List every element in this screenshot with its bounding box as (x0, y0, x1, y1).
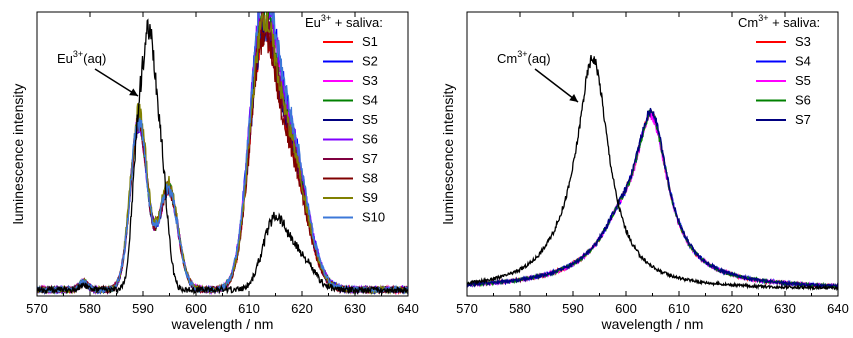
x-tick-label: 640 (397, 301, 419, 316)
x-tick-label: 580 (509, 301, 531, 316)
annotation-arrow-head (129, 88, 138, 96)
annotation-arrow-line (534, 68, 579, 103)
series-s6-line (467, 108, 838, 289)
x-tick-label: 620 (291, 301, 313, 316)
x-tick-label: 570 (26, 301, 48, 316)
series-s10-line (37, 12, 408, 295)
legend-label-s6: S6 (362, 132, 378, 147)
x-tick-label: 600 (185, 301, 207, 316)
legend-title: Cm3+ + saliva: (738, 13, 820, 30)
cm-panel: 570 580 590 600 610 620 630 640 wavelength / nm l… (440, 11, 849, 332)
legend-label-s10: S10 (362, 210, 385, 225)
series-aq-line (467, 55, 838, 292)
series-s4-line (37, 12, 408, 296)
legend-label-s2: S2 (362, 54, 378, 69)
annotation-label: Cm3+(aq) (497, 49, 551, 66)
series-s5-line (467, 110, 838, 289)
legend-label-s4: S4 (795, 54, 811, 69)
legend-label-s6: S6 (795, 93, 811, 108)
series-group (467, 55, 838, 292)
series-aq-line (37, 18, 408, 296)
legend-label-s1: S1 (362, 34, 378, 49)
y-axis-label: luminescence intensity (10, 84, 26, 225)
series-s9-line (37, 12, 408, 295)
series-s3-line (37, 12, 408, 296)
x-tick-label: 610 (668, 301, 690, 316)
series-s7-line (467, 107, 838, 290)
annotation-label: Eu3+(aq) (57, 49, 106, 66)
series-s6-line (37, 12, 408, 296)
legend-label-s7: S7 (362, 151, 378, 166)
x-tick-label: 580 (79, 301, 101, 316)
x-tick-label: 570 (456, 301, 478, 316)
legend-label-s3: S3 (362, 73, 378, 88)
legend-label-s3: S3 (795, 34, 811, 49)
legend-label-s9: S9 (362, 190, 378, 205)
x-axis-label: wavelength / nm (171, 316, 274, 332)
x-tick-label: 630 (774, 301, 796, 316)
x-axis-label: wavelength / nm (601, 316, 704, 332)
series-s4-line (467, 110, 838, 290)
x-tick-label: 640 (827, 301, 849, 316)
annotation-arrow-head (569, 93, 578, 102)
series-s3-line (467, 110, 838, 289)
x-tick-label: 630 (344, 301, 366, 316)
series-group (37, 12, 408, 296)
x-tick-label: 590 (132, 301, 154, 316)
eu-panel: 570 580 590 600 610 620 630 640 wavelength / nm l… (10, 11, 419, 332)
legend-label-s5: S5 (362, 112, 378, 127)
legend-label-s8: S8 (362, 171, 378, 186)
legend-title: Eu3+ + saliva: (305, 13, 383, 30)
legend-label-s5: S5 (795, 73, 811, 88)
x-tick-label: 590 (562, 301, 584, 316)
annotation-arrow-line (94, 68, 139, 97)
legend-label-s4: S4 (362, 93, 378, 108)
x-tick-label: 620 (721, 301, 743, 316)
legend-label-s7: S7 (795, 112, 811, 127)
x-tick-label: 610 (238, 301, 260, 316)
y-axis-label: luminescence intensity (440, 84, 456, 225)
series-s2-line (37, 12, 408, 295)
x-tick-label: 600 (615, 301, 637, 316)
